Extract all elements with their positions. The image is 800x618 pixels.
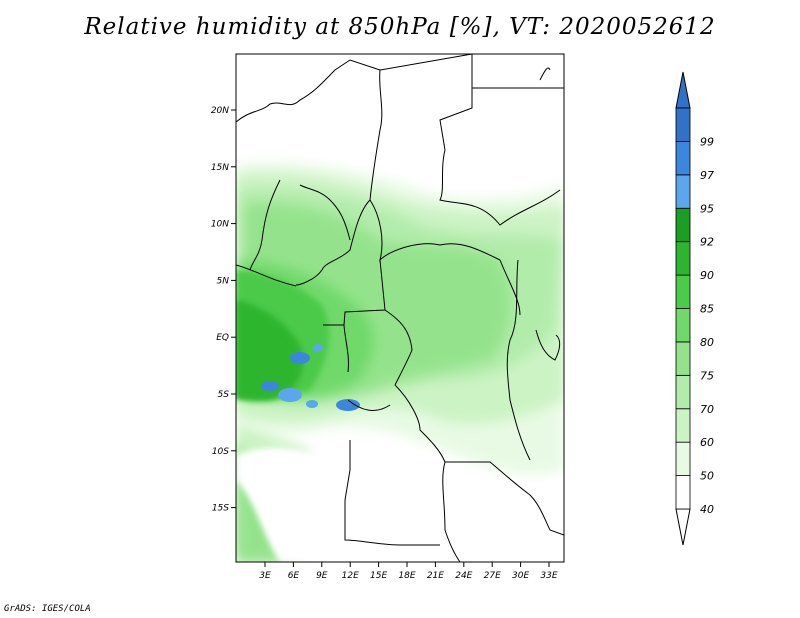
colorbar-segment <box>675 207 691 243</box>
lon-label: 24E <box>455 571 472 581</box>
lat-label: 20N <box>211 106 229 116</box>
colorbar-segment <box>675 441 691 476</box>
colorbar-segment <box>675 141 691 176</box>
colorbar-label: 99 <box>700 135 714 148</box>
lon-label: 18E <box>398 571 415 581</box>
colorbar-segment <box>675 475 691 510</box>
colorbar-top-arrow <box>675 71 691 109</box>
lon-label: 12E <box>342 571 359 581</box>
country-borders <box>236 54 564 562</box>
lat-label: EQ <box>216 333 229 343</box>
colorbar-label: 85 <box>700 303 714 316</box>
colorbar-segment <box>675 408 691 443</box>
colorbar-segment <box>675 174 691 209</box>
lon-label: 21E <box>427 571 444 581</box>
colorbar-label: 40 <box>700 503 714 516</box>
colorbar-segment <box>675 274 691 309</box>
humidity-field <box>236 54 564 562</box>
lon-label: 33E <box>540 571 557 581</box>
lon-label: 27E <box>484 571 501 581</box>
lon-label: 6E <box>288 571 300 581</box>
colorbar-label: 50 <box>700 470 714 483</box>
lat-label: 5S <box>218 390 230 400</box>
colorbar-segment <box>675 374 691 410</box>
colorbar-label: 90 <box>700 269 714 282</box>
colorbar-label: 95 <box>700 202 714 215</box>
lon-label: 9E <box>316 571 328 581</box>
lat-label: 5N <box>217 276 230 286</box>
colorbar-label: 60 <box>700 436 714 449</box>
colorbar-label: 80 <box>700 336 714 349</box>
colorbar-label: 92 <box>700 236 714 249</box>
lat-label: 10N <box>211 220 229 230</box>
lat-label: 15N <box>211 163 229 173</box>
lat-label: 10S <box>212 447 229 457</box>
colorbar-legend: 40 50 60 70 75 80 85 90 92 95 97 99 <box>675 71 714 546</box>
colorbar-segment <box>675 107 691 142</box>
chart-title: Relative humidity at 850hPa [%], VT: 202… <box>84 14 716 40</box>
lon-label: 15E <box>370 571 387 581</box>
lon-label: 3E <box>259 571 271 581</box>
colorbar-segment <box>675 341 691 376</box>
map-frame <box>235 53 565 563</box>
grads-credit: GrADS: IGES/COLA <box>4 604 91 614</box>
colorbar-label: 70 <box>700 403 714 416</box>
colorbar-bottom-arrow <box>675 508 691 546</box>
lon-label: 30E <box>512 571 529 581</box>
colorbar-segment <box>675 308 691 343</box>
longitude-axis: 3E 6E 9E 12E 15E 18E 21E 24E 27E 30E 33E <box>259 562 558 581</box>
lat-label: 15S <box>212 504 229 514</box>
colorbar-label: 75 <box>700 369 714 382</box>
colorbar-label: 97 <box>700 169 714 182</box>
colorbar-segment <box>675 241 691 276</box>
latitude-axis: 20N 15N 10N 5N EQ 5S 10S 15S <box>211 106 236 514</box>
